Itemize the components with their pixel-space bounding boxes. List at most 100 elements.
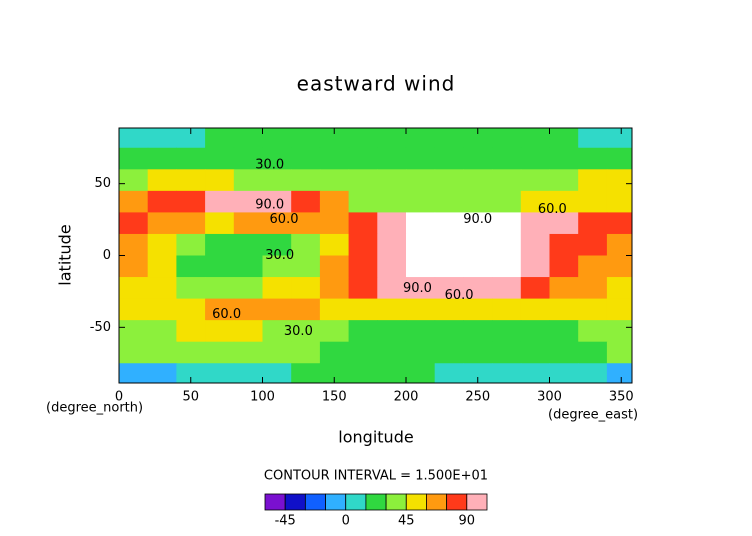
contour-cell bbox=[434, 147, 464, 170]
contour-cell bbox=[205, 298, 235, 321]
contour-cell bbox=[291, 363, 321, 383]
contour-cell bbox=[549, 298, 579, 321]
contour-cell bbox=[262, 128, 292, 149]
contour-cell bbox=[377, 212, 407, 235]
contour-cell bbox=[205, 320, 235, 343]
contour-cell bbox=[119, 147, 149, 170]
colorbar-label: 0 bbox=[342, 514, 350, 529]
contour-cell bbox=[176, 147, 206, 170]
contour-cell bbox=[233, 255, 263, 278]
contour-cell bbox=[520, 128, 550, 149]
contour-cell bbox=[377, 128, 407, 149]
contour-cell bbox=[549, 128, 579, 149]
contour-cell bbox=[492, 190, 522, 213]
x-units: (degree_east) bbox=[548, 408, 638, 423]
contour-cell bbox=[205, 341, 235, 364]
contour-cell bbox=[176, 169, 206, 192]
contour-cell bbox=[377, 320, 407, 343]
contour-cell bbox=[119, 212, 149, 235]
contour-cell bbox=[348, 255, 378, 278]
x-tick-label: 350 bbox=[609, 390, 634, 405]
contour-cell bbox=[520, 341, 550, 364]
contour-cell bbox=[463, 212, 493, 235]
contour-cell bbox=[434, 212, 464, 235]
contour-cell bbox=[463, 255, 493, 278]
contour-cell bbox=[492, 255, 522, 278]
contour-cell bbox=[434, 277, 464, 300]
contour-cell bbox=[463, 320, 493, 343]
contour-label: 60.0 bbox=[270, 212, 299, 227]
contour-cell bbox=[119, 363, 149, 383]
contour-cell bbox=[578, 341, 608, 364]
contour-cell bbox=[119, 128, 149, 149]
contour-cell bbox=[549, 341, 579, 364]
contour-cell bbox=[463, 341, 493, 364]
contour-cell bbox=[377, 255, 407, 278]
contour-cell bbox=[291, 233, 321, 256]
colorbar-box bbox=[385, 493, 407, 511]
contour-cell bbox=[176, 128, 206, 149]
contour-cell bbox=[606, 233, 632, 256]
contour-cell bbox=[348, 320, 378, 343]
x-axis-label: longitude bbox=[338, 428, 413, 447]
contour-cell bbox=[578, 277, 608, 300]
contour-cell bbox=[463, 147, 493, 170]
contour-cell bbox=[434, 363, 464, 383]
contour-cell bbox=[262, 233, 292, 256]
contour-cell bbox=[147, 363, 177, 383]
contour-cell bbox=[405, 363, 436, 383]
contour-cell bbox=[348, 277, 378, 300]
contour-cell bbox=[233, 363, 263, 383]
contour-cell bbox=[463, 169, 493, 192]
contour-cell bbox=[147, 320, 177, 343]
contour-cell bbox=[262, 298, 292, 321]
contour-cell bbox=[578, 212, 608, 235]
contour-cell bbox=[549, 212, 579, 235]
contour-cell bbox=[520, 277, 550, 300]
contour-cell bbox=[578, 147, 608, 170]
contour-cell bbox=[147, 169, 177, 192]
contour-cell bbox=[119, 255, 149, 278]
contour-cell bbox=[176, 190, 206, 213]
contour-cell bbox=[147, 341, 177, 364]
x-tick-label: 100 bbox=[250, 390, 275, 405]
contour-cell bbox=[205, 169, 235, 192]
contour-cell bbox=[119, 320, 149, 343]
contour-cell bbox=[147, 190, 177, 213]
contour-cell bbox=[578, 169, 608, 192]
colorbar-box bbox=[284, 493, 306, 511]
contour-cell bbox=[176, 212, 206, 235]
contour-cell bbox=[147, 277, 177, 300]
contour-label: 90.0 bbox=[463, 212, 492, 227]
contour-cell bbox=[262, 363, 292, 383]
contour-label: 90.0 bbox=[403, 281, 432, 296]
contour-cell bbox=[147, 212, 177, 235]
contour-cell bbox=[377, 169, 407, 192]
contour-cell bbox=[405, 255, 436, 278]
contour-cell bbox=[319, 212, 350, 235]
contour-cell bbox=[434, 298, 464, 321]
contour-cell bbox=[578, 128, 608, 149]
contour-cell bbox=[405, 128, 436, 149]
contour-cell bbox=[176, 320, 206, 343]
contour-cell bbox=[291, 320, 321, 343]
contour-cell bbox=[520, 255, 550, 278]
colorbar-label: -45 bbox=[275, 514, 296, 529]
contour-cell bbox=[291, 212, 321, 235]
contour-cell bbox=[405, 169, 436, 192]
contour-cell bbox=[119, 298, 149, 321]
contour-cell bbox=[492, 298, 522, 321]
contour-cell bbox=[606, 320, 632, 343]
contour-cell bbox=[606, 363, 632, 383]
contour-cell bbox=[492, 128, 522, 149]
contour-cell bbox=[377, 363, 407, 383]
contour-cell bbox=[520, 233, 550, 256]
contour-cell bbox=[319, 147, 350, 170]
contour-label: 30.0 bbox=[284, 324, 313, 339]
contour-cell bbox=[405, 320, 436, 343]
contour-cell bbox=[405, 233, 436, 256]
contour-cell bbox=[147, 147, 177, 170]
contour-cell bbox=[377, 233, 407, 256]
contour-cell bbox=[205, 233, 235, 256]
contour-cell bbox=[377, 298, 407, 321]
